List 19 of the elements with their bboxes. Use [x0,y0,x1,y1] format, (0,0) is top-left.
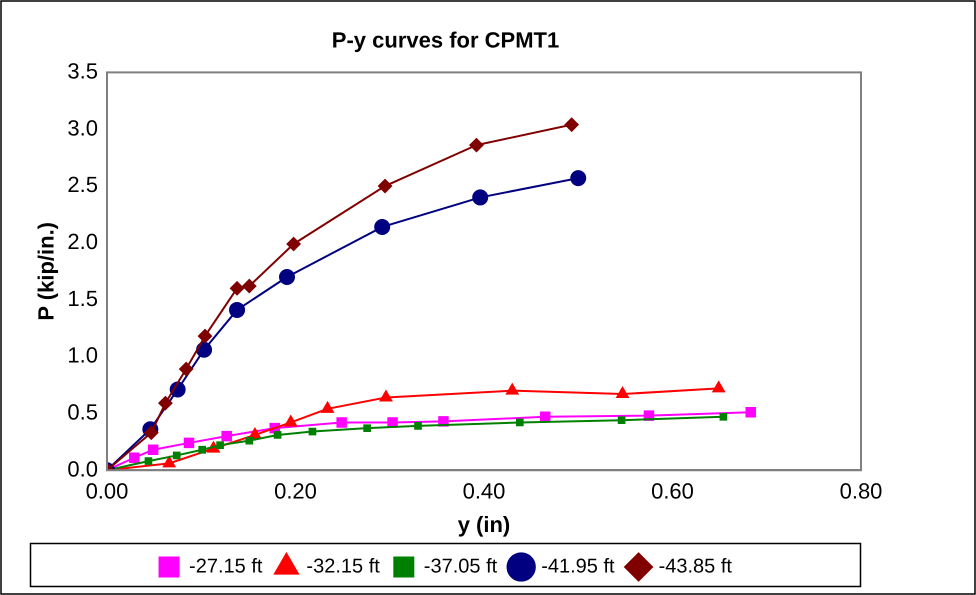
x-tick-label: 0.80 [840,478,882,504]
x-tick-label: 0.60 [651,478,694,504]
x-tick-label: 0.20 [274,478,317,504]
legend-label: -37.05 ft [424,556,498,578]
y-tick-label: 2.0 [67,228,98,254]
legend-label: -41.95 ft [541,556,616,578]
y-tick-label: 1.5 [67,286,98,311]
chart-title: P-y curves for CPMT1 [332,27,560,52]
legend-label: -43.85 ft [658,556,732,578]
y-tick-label: 3.5 [67,58,98,84]
y-axis-title: P (kip/in.) [33,222,58,321]
x-axis-title: y (in) [458,512,510,537]
legend-label: -32.15 ft [306,556,380,578]
x-tick-label: 0.40 [462,478,506,504]
y-tick-label: 2.5 [67,172,98,198]
y-tick-label: 3.0 [67,115,98,140]
y-tick-label: 0.5 [67,399,98,424]
y-tick-label: 1.0 [67,342,98,368]
legend-label: -27.15 ft [189,556,263,578]
